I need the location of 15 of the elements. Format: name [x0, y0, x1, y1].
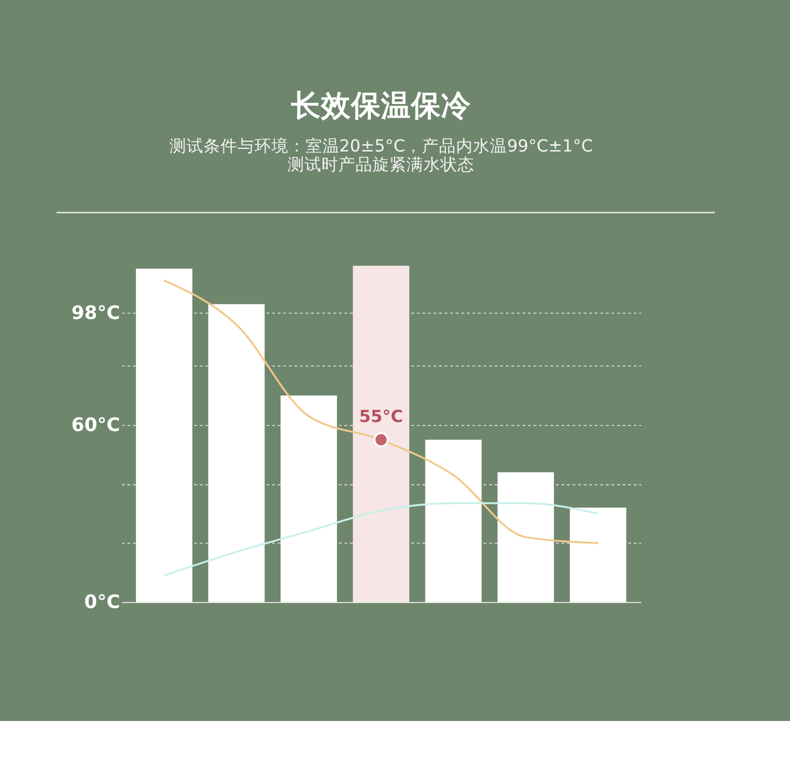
- bar: [136, 268, 192, 602]
- chart-subtitle: 测试条件与环境：室温20±5°C，产品内水温99°C±1°C 测试时产品旋紧满水状态: [169, 136, 593, 174]
- bar: [280, 396, 337, 602]
- y-tick-label: 60°C: [71, 415, 120, 436]
- bar: [498, 472, 554, 602]
- bar: [425, 440, 482, 602]
- y-tick-label: 0°C: [84, 592, 120, 614]
- chart-title: 长效保温保冷: [290, 87, 472, 122]
- line-series: [163, 502, 599, 576]
- y-tick-label: 98°C: [71, 302, 120, 324]
- line-series: [163, 280, 599, 544]
- bar: [208, 304, 265, 602]
- bar: [570, 508, 626, 602]
- bar: [352, 266, 410, 602]
- annotation: 55°C: [359, 407, 404, 426]
